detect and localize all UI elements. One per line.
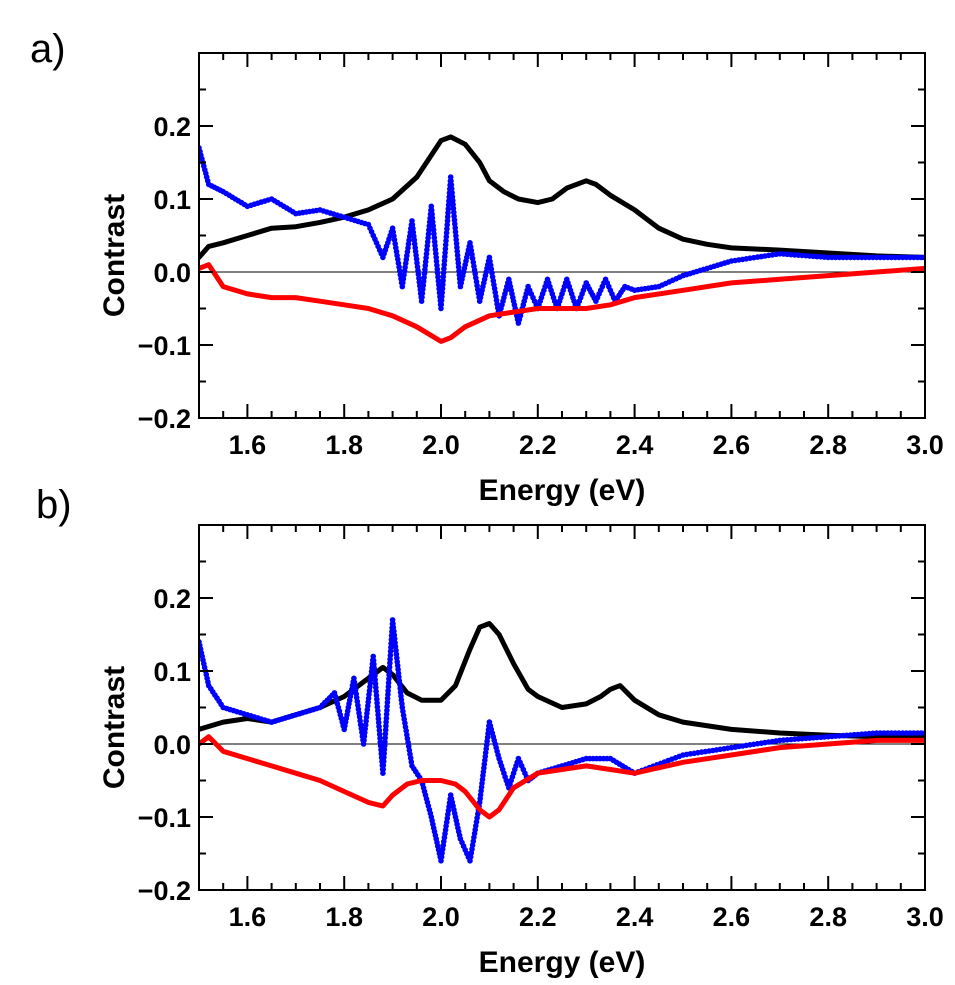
series-point bbox=[443, 234, 450, 240]
series-point bbox=[442, 242, 449, 248]
series-point bbox=[439, 293, 445, 300]
series-point bbox=[440, 277, 446, 284]
series-blue bbox=[199, 145, 925, 326]
series-point bbox=[439, 285, 446, 292]
x-tick-label: 2.0 bbox=[422, 430, 460, 460]
series-point bbox=[441, 265, 447, 272]
series-point bbox=[438, 301, 445, 308]
series-point bbox=[444, 218, 451, 224]
y-tick-label: −0.1 bbox=[138, 331, 191, 361]
x-axis-title: Energy (eV) bbox=[479, 946, 646, 979]
series-red bbox=[199, 734, 925, 820]
x-tick-label: 2.4 bbox=[616, 430, 654, 460]
y-tick-label: 0.0 bbox=[153, 730, 191, 760]
x-tick-label: 1.6 bbox=[229, 430, 267, 460]
x-tick-label: 2.2 bbox=[519, 902, 557, 932]
series-point bbox=[381, 754, 387, 761]
series-point bbox=[443, 238, 449, 244]
y-axis-title: Contrast bbox=[98, 666, 131, 789]
series-point bbox=[442, 246, 449, 252]
x-tick-label: 3.0 bbox=[906, 902, 944, 932]
panel-b-label: b) bbox=[36, 483, 72, 527]
series-point bbox=[445, 202, 452, 208]
series-point bbox=[441, 257, 448, 264]
series-point bbox=[386, 664, 393, 670]
series-point bbox=[380, 766, 387, 773]
chart-panel-a: 1.6 1.8 2.0 2.2 2.4 2.6 2.8 3.0 −0.2 −0.1 0.0 0.1 0.… bbox=[98, 52, 944, 507]
y-tick-label: 0.2 bbox=[153, 112, 191, 142]
y-tick-label: −0.1 bbox=[138, 803, 191, 833]
series-black bbox=[199, 621, 925, 740]
x-tick-label: 2.6 bbox=[713, 430, 751, 460]
series-point bbox=[385, 687, 391, 694]
y-tick-label: −0.2 bbox=[138, 404, 191, 434]
series-point bbox=[438, 305, 444, 312]
y-tick-label: −0.2 bbox=[138, 876, 191, 906]
series-point bbox=[444, 226, 450, 232]
series-point bbox=[440, 281, 446, 288]
x-tick-label: 2.4 bbox=[616, 902, 654, 932]
series-blue bbox=[199, 617, 925, 864]
x-tick-label: 1.8 bbox=[325, 902, 363, 932]
x-tick-label: 1.8 bbox=[325, 430, 363, 460]
series-point bbox=[452, 225, 459, 231]
x-tick-label: 2.8 bbox=[809, 902, 847, 932]
y-tick-label: 0.0 bbox=[153, 258, 191, 288]
series-point bbox=[449, 189, 455, 196]
series-point bbox=[384, 703, 390, 710]
series-point bbox=[444, 222, 451, 228]
series-point bbox=[386, 676, 392, 682]
series-point bbox=[439, 289, 446, 296]
series-point bbox=[382, 739, 388, 745]
plot-frame bbox=[198, 52, 926, 419]
series-point bbox=[444, 214, 451, 220]
y-tick-label: 0.1 bbox=[153, 657, 191, 687]
x-tick-label: 2.2 bbox=[519, 430, 557, 460]
x-tick-label: 1.6 bbox=[229, 902, 267, 932]
panel-a-label: a) bbox=[30, 27, 66, 71]
x-axis-title: Energy (eV) bbox=[479, 474, 646, 507]
series-point bbox=[445, 206, 452, 212]
series-point bbox=[441, 261, 448, 268]
chart-panel-b: 1.6 1.8 2.0 2.2 2.4 2.6 2.8 3.0 −0.2 −0.1 0.0 0.1 0.… bbox=[98, 524, 944, 979]
y-tick-label: 0.2 bbox=[153, 584, 191, 614]
x-tick-label: 3.0 bbox=[906, 430, 944, 460]
x-tick-label: 2.0 bbox=[422, 902, 460, 932]
series-black bbox=[199, 134, 925, 260]
series-point bbox=[442, 250, 448, 256]
series-point bbox=[440, 269, 447, 276]
y-axis-title: Contrast bbox=[98, 194, 131, 317]
x-tick-label: 2.6 bbox=[713, 902, 751, 932]
series-point bbox=[383, 715, 390, 721]
series-point bbox=[382, 727, 389, 733]
series-red bbox=[199, 262, 925, 344]
series-point bbox=[387, 652, 394, 659]
x-tick-label: 2.8 bbox=[809, 430, 847, 460]
y-tick-label: 0.1 bbox=[153, 185, 191, 215]
